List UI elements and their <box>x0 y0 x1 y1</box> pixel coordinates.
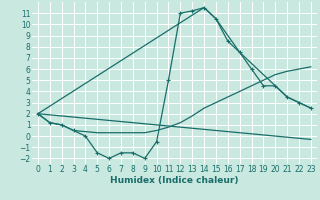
X-axis label: Humidex (Indice chaleur): Humidex (Indice chaleur) <box>110 176 239 185</box>
